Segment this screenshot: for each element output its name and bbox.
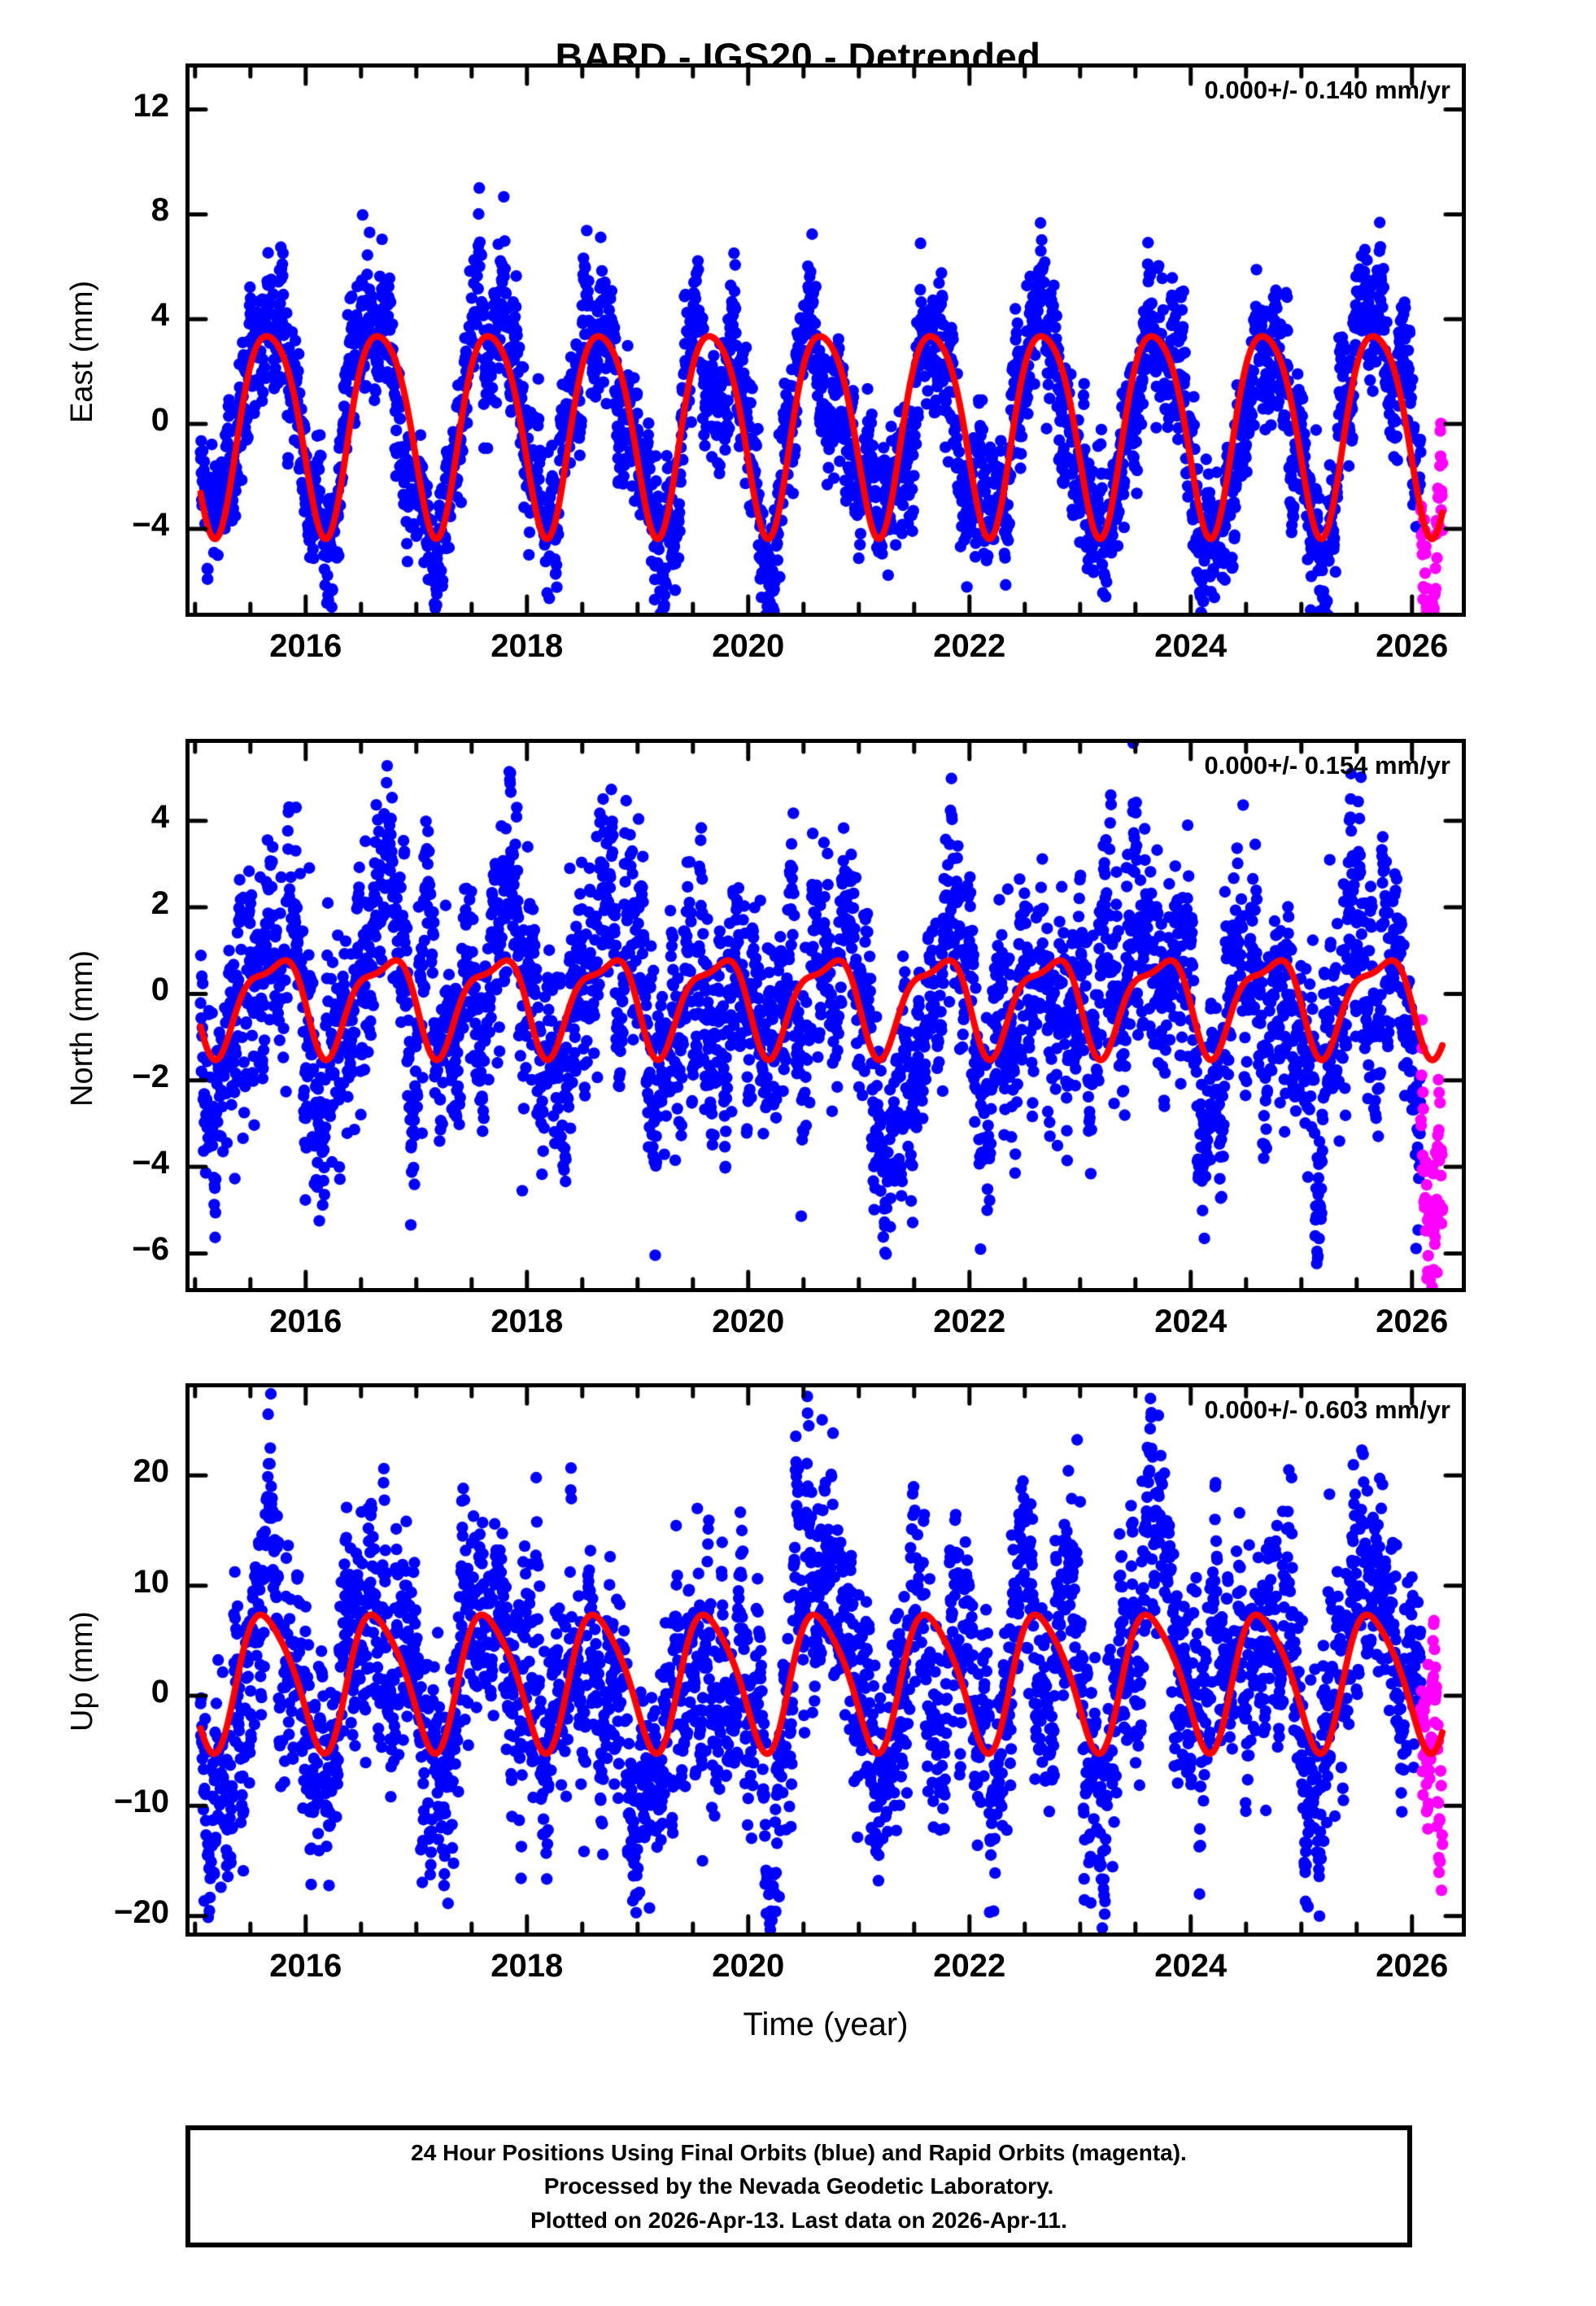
y-tick-label-up: 0 [150,1673,169,1710]
x-tick-label: 2026 [1376,1304,1449,1339]
x-axis-title: Time (year) [743,2007,909,2042]
caption-box: 24 Hour Positions Using Final Orbits (bl… [185,2125,1412,2247]
y-tick-label-up: 20 [133,1453,170,1490]
plot-area-up: 0.000+/- 0.603 mm/yr [185,1383,1466,1937]
x-tick-label: 2026 [1376,628,1449,664]
y-tick-label-east: 12 [133,87,170,124]
x-tick-label: 2026 [1376,1948,1449,1984]
y-axis-label-up: Up (mm) [65,1611,99,1732]
x-tick-label: 2022 [933,1304,1006,1339]
x-tick-label: 2024 [1154,628,1228,664]
x-tick-label: 2022 [933,1948,1006,1984]
x-tick-label: 2020 [712,1948,785,1984]
y-tick-label-east: 8 [150,192,169,229]
y-tick-label-north: −4 [132,1145,169,1181]
x-tick-label: 2020 [712,1304,785,1339]
y-tick-label-north: 2 [150,885,169,922]
caption-line-2: Processed by the Nevada Geodetic Laborat… [543,2173,1054,2199]
x-tick-label: 2018 [491,1304,564,1339]
plot-area-east: 0.000+/- 0.140 mm/yr [185,63,1466,617]
y-tick-label-north: 4 [150,798,169,835]
scatter-canvas-up [190,1387,1462,1933]
y-tick-label-up: −10 [114,1784,169,1820]
scatter-canvas-north [190,743,1462,1288]
x-tick-label: 2020 [712,628,785,664]
x-tick-label: 2024 [1154,1948,1228,1984]
y-tick-label-east: −4 [132,506,169,543]
y-tick-label-north: −2 [132,1058,169,1094]
x-tick-label: 2018 [491,628,564,664]
x-tick-label: 2022 [933,628,1006,664]
y-tick-label-north: 0 [150,972,169,1008]
rate-label-north: 0.000+/- 0.154 mm/yr [1204,751,1450,780]
x-tick-label: 2016 [269,1304,342,1339]
y-tick-label-up: 10 [133,1563,170,1600]
caption-line-3: Plotted on 2026-Apr-13. Last data on 202… [530,2207,1067,2233]
y-tick-label-east: 4 [150,297,169,334]
rate-label-up: 0.000+/- 0.603 mm/yr [1204,1395,1450,1424]
y-tick-label-east: 0 [150,402,169,439]
x-tick-label: 2016 [269,628,342,664]
caption-line-1: 24 Hour Positions Using Final Orbits (bl… [411,2139,1187,2165]
rate-label-east: 0.000+/- 0.140 mm/yr [1204,76,1450,104]
y-tick-label-north: −6 [132,1231,169,1268]
y-tick-label-up: −20 [114,1893,169,1930]
x-tick-label: 2024 [1154,1304,1228,1339]
x-tick-label: 2018 [491,1948,564,1984]
scatter-canvas-east [190,68,1462,613]
plot-area-north: 0.000+/- 0.154 mm/yr [185,739,1466,1292]
x-tick-label: 2016 [269,1948,342,1984]
